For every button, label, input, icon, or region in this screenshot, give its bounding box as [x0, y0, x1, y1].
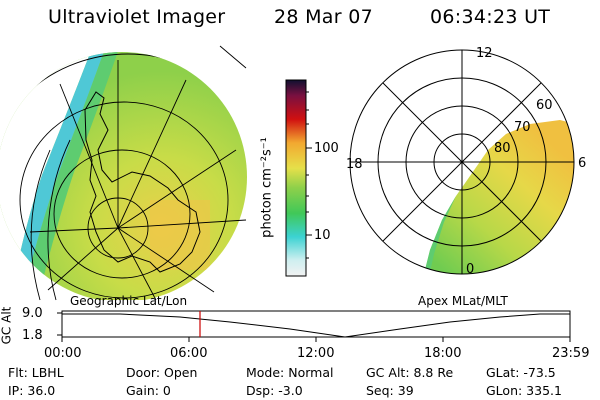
altitude-ytick-top: 9.0	[22, 306, 43, 321]
geographic-image	[0, 45, 247, 302]
gcalt-info: GC Alt: 8.8 Re	[366, 365, 454, 380]
colorbar	[285, 79, 312, 277]
gain-info: Gain: 0	[126, 383, 171, 398]
glon-info: GLon: 335.1	[486, 383, 562, 398]
mlat-label-80: 80	[494, 141, 511, 156]
mlat-label-60: 60	[536, 98, 553, 113]
altitude-xtick-2: 12:00	[297, 346, 335, 361]
mlt-label-12: 12	[476, 46, 493, 61]
mlat-label-70: 70	[514, 120, 531, 135]
altitude-xtick-1: 06:00	[170, 346, 208, 361]
door-info: Door: Open	[126, 365, 198, 380]
altitude-xtick-3: 18:00	[424, 346, 462, 361]
colorbar-tick-100: 100	[314, 141, 339, 156]
altitude-ytick-bottom: 1.8	[22, 328, 43, 343]
mlt-label-18: 18	[346, 157, 363, 172]
altitude-xtick-0: 00:00	[44, 346, 82, 361]
mlt-label-6: 6	[578, 156, 587, 171]
ip-info: IP: 36.0	[8, 383, 56, 398]
mode-info: Mode: Normal	[246, 365, 334, 380]
left-panel-label: Geographic Lat/Lon	[70, 294, 188, 308]
altitude-plot	[57, 310, 571, 342]
right-panel-label: Apex MLat/MLT	[418, 294, 508, 308]
glat-info: GLat: -73.5	[486, 365, 556, 380]
colorbar-unit-label: photon cm⁻²s⁻¹	[259, 137, 275, 238]
time-label: 06:34:23 UT	[430, 6, 551, 28]
polar-plot	[349, 49, 575, 275]
dsp-info: Dsp: -3.0	[246, 383, 303, 398]
colorbar-tick-10: 10	[314, 228, 331, 243]
flt-info: Flt: LBHL	[8, 365, 64, 380]
date-label: 28 Mar 07	[274, 6, 373, 28]
seq-info: Seq: 39	[366, 383, 414, 398]
mlt-label-0: 0	[466, 262, 475, 277]
instrument-title: Ultraviolet Imager	[48, 6, 226, 28]
altitude-xtick-4: 23:59	[552, 346, 590, 361]
altitude-ylabel: GC Alt	[0, 306, 14, 345]
